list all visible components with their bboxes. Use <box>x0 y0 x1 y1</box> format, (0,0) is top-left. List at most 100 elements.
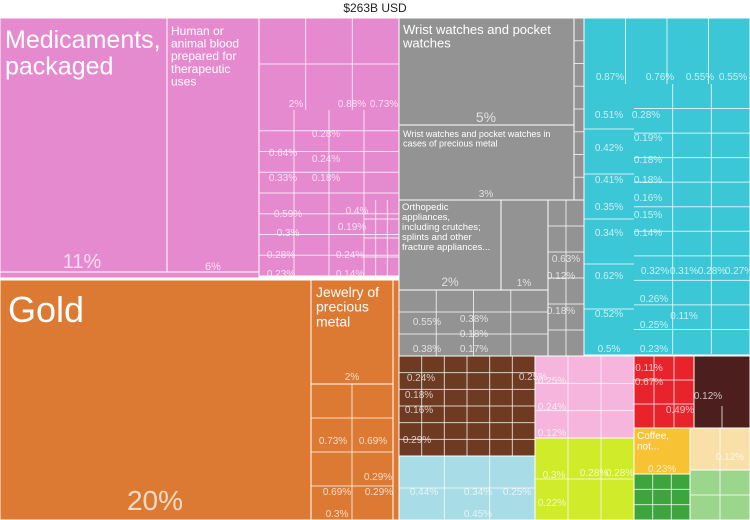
pct-label-teal: 0.32% <box>641 266 669 277</box>
gold-pct: 20% <box>127 485 183 516</box>
watches-precious-label: Wrist watches and pocket watches in cases… <box>403 129 550 148</box>
pct-label-teal: 0.87% <box>596 72 624 83</box>
pct-label-mosaic: 0.67% <box>635 377 663 388</box>
pct-label-pink: 2% <box>289 99 304 110</box>
orthopedic-label: Orthopedic appliances, including crutches;… <box>402 202 490 253</box>
pct-label-teal: 0.28% <box>698 266 726 277</box>
pct-label-pink: 0.18% <box>312 173 340 184</box>
tile-orthopedic <box>398 199 502 291</box>
pct-label-teal: 0.42% <box>595 143 623 154</box>
orthopedic-pct: 2% <box>441 275 459 289</box>
pct-label-gray: 0.38% <box>413 344 441 355</box>
pct-label-mosaic: 0.45% <box>464 509 492 520</box>
pct-label-teal: 0.62% <box>595 271 623 282</box>
pct-label-gray: 0.38% <box>460 314 488 325</box>
pct-label-teal: 0.76% <box>646 72 674 83</box>
human-blood-pct: 6% <box>205 261 221 273</box>
tile-orange-strip <box>392 279 400 520</box>
pct-label-teal: 0.51% <box>595 110 623 121</box>
pct-label-gray: 1% <box>517 278 532 289</box>
pct-label-orange: 0.69% <box>359 436 387 447</box>
pct-label-orange: 0.3% <box>326 509 349 520</box>
tile-watches <box>398 17 575 126</box>
pct-label-orange: 0.29% <box>364 472 392 483</box>
pct-label-pink: 0.3% <box>277 228 300 239</box>
pct-label-teal: 0.41% <box>595 175 623 186</box>
pct-label-mosaic: 0.23% <box>648 464 676 475</box>
pct-label-mosaic: 0.44% <box>410 487 438 498</box>
pct-label-pink: 0.23% <box>267 269 295 280</box>
tile-gold <box>0 279 312 520</box>
pct-label-mosaic: 0.12% <box>538 428 566 439</box>
pct-label-mosaic: 0.25% <box>519 372 547 383</box>
coffee-label: Coffee, not... <box>637 431 669 453</box>
pct-label-mosaic: 0.24% <box>538 402 566 413</box>
pct-label-mosaic: 0.18% <box>405 390 433 401</box>
pct-label-pink: 0.33% <box>269 173 297 184</box>
human-blood-label: Human or animal blood prepared for therapeu… <box>171 24 239 88</box>
pct-label-pink: 0.88% <box>338 99 366 110</box>
pct-label-pink: 0.4% <box>346 206 369 217</box>
pct-label-pink: 0.28% <box>267 250 295 261</box>
pct-label-mosaic: 0.28% <box>606 468 634 479</box>
pct-label-mosaic: 0.29% <box>403 435 431 446</box>
pct-label-pink: 0.64% <box>269 148 297 159</box>
pct-label-mosaic: 0.34% <box>464 487 492 498</box>
pct-label-teal: 0.55% <box>686 72 714 83</box>
pct-label-gray: 0.63% <box>552 254 580 265</box>
pct-label-teal: 0.5% <box>598 344 621 355</box>
pct-label-teal: 0.31% <box>670 266 698 277</box>
pct-label-gray: 0.12% <box>547 271 575 282</box>
pct-label-teal: 0.28% <box>632 110 660 121</box>
tile-gray-1pct <box>500 199 549 291</box>
pct-label-teal: 0.27% <box>725 266 750 277</box>
tile-medicaments <box>0 17 168 276</box>
pct-label-orange: 0.73% <box>319 436 347 447</box>
gold-label: Gold <box>8 289 84 330</box>
pct-label-orange: 0.29% <box>365 487 393 498</box>
pct-label-teal: 0.18% <box>634 155 662 166</box>
pct-label-pink: 0.24% <box>336 250 364 261</box>
watches-precious-pct: 3% <box>479 189 494 200</box>
pct-label-teal: 0.35% <box>595 202 623 213</box>
pct-label-mosaic: 0.12% <box>716 452 744 463</box>
tile-green <box>633 473 691 520</box>
pct-label-gray: 0.17% <box>460 344 488 355</box>
pct-label-teal: 0.34% <box>595 228 623 239</box>
pct-label-teal: 0.26% <box>640 294 668 305</box>
pct-label-teal: 0.25% <box>640 320 668 331</box>
pct-label-teal: 0.14% <box>634 228 662 239</box>
pct-label-pink: 0.14% <box>336 269 364 280</box>
pct-label-teal: 0.52% <box>595 309 623 320</box>
pct-label-teal: 0.23% <box>640 344 668 355</box>
pct-label-teal: 0.55% <box>719 72 747 83</box>
pct-label-orange: 0.69% <box>323 487 351 498</box>
pct-label-pink: 0.59% <box>274 209 302 220</box>
tile-red <box>633 355 695 429</box>
total-label: $263B USD <box>343 1 407 15</box>
pct-label-teal: 0.16% <box>634 193 662 204</box>
pct-label-mosaic: 0.3% <box>543 470 566 481</box>
pct-label-mosaic: 0.24% <box>407 373 435 384</box>
pct-label-teal: 0.18% <box>634 175 662 186</box>
pct-label-gray: 0.18% <box>460 329 488 340</box>
pct-label-teal: 0.15% <box>634 210 662 221</box>
pct-label-teal: 0.11% <box>670 311 698 322</box>
watches-label: Wrist watches and pocket watches <box>402 22 551 51</box>
pct-label-mosaic: 0.16% <box>405 405 433 416</box>
pct-label-mosaic: 0.28% <box>580 468 608 479</box>
medicaments-label: Medicaments, packaged <box>5 26 161 80</box>
pct-label-pink: 0.19% <box>338 222 366 233</box>
pct-label-mosaic: 0.12% <box>694 391 722 402</box>
pct-label-pink: 0.73% <box>370 99 398 110</box>
jewelry-label: Jewelry of precious metal <box>316 284 379 329</box>
pct-label-mosaic: 0.25% <box>538 376 566 387</box>
pct-label-mosaic: 0.25% <box>503 487 531 498</box>
pct-label-gray: 0.55% <box>413 317 441 328</box>
pct-label-teal: 0.19% <box>634 133 662 144</box>
pct-label-mosaic: 0.49% <box>666 405 694 416</box>
tile-human-blood <box>166 17 260 276</box>
tile-light-pink <box>534 355 635 439</box>
